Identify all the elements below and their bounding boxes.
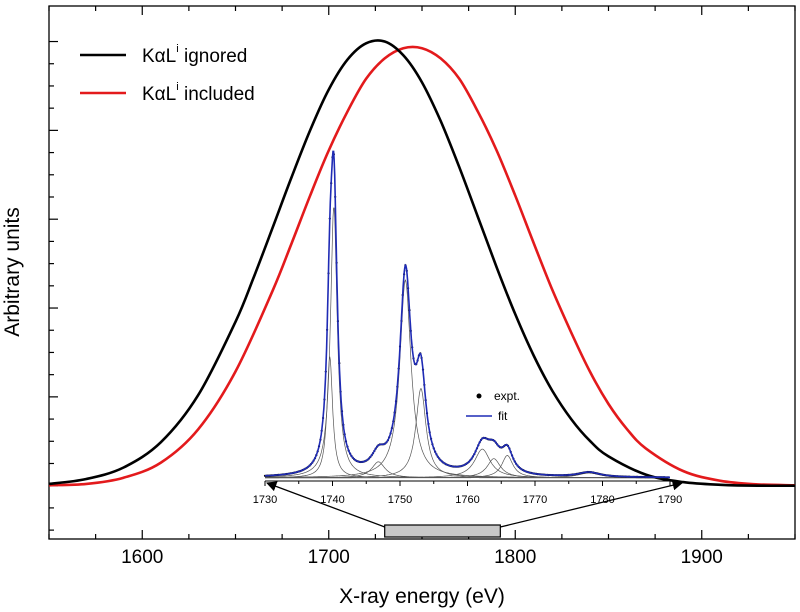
main-axes: 1600 1700 1800 1900 <box>48 6 796 568</box>
inset-x-tick-label: 1790 <box>658 494 682 506</box>
series-line-1 <box>48 45 796 487</box>
inset-legend: expt. fit <box>466 389 520 423</box>
inset-legend-label-fit: fit <box>498 409 508 423</box>
legend: KαLi ignored KαLi included <box>80 43 255 105</box>
legend-label-included: KαLi included <box>142 81 255 105</box>
x-tick-label: 1800 <box>494 547 536 568</box>
inset-legend-marker-expt <box>476 393 482 399</box>
zoom-range-box <box>384 524 501 538</box>
inset-fit-line <box>264 150 670 479</box>
x-tick-label: 1900 <box>681 547 723 568</box>
legend-label-ignored: KαLi ignored <box>142 43 247 67</box>
inset-x-tick-label: 1760 <box>455 494 479 506</box>
series-line-0 <box>48 39 796 488</box>
inset-x-tick-label: 1730 <box>253 494 277 506</box>
inset-plot: 1730 1740 1750 1760 1770 1780 1790 <box>253 150 682 506</box>
inset-x-tick-label: 1770 <box>523 494 547 506</box>
x-tick-label: 1700 <box>308 547 350 568</box>
inset-x-tick-label: 1740 <box>320 494 344 506</box>
main-series <box>48 39 796 488</box>
zoom-arrow-right <box>500 480 684 528</box>
y-axis-title: Arbitrary units <box>1 207 24 337</box>
zoom-indicator <box>266 480 684 538</box>
x-tick-label: 1600 <box>121 547 163 568</box>
inset-x-tick-label: 1780 <box>590 494 614 506</box>
zoom-arrow-left <box>266 481 385 528</box>
inset-x-tick-label: 1750 <box>388 494 412 506</box>
inset-component-1 <box>265 207 670 479</box>
x-axis-title: X-ray energy (eV) <box>339 585 505 608</box>
inset-component-4 <box>265 388 670 479</box>
inset-legend-label-expt: expt. <box>494 389 520 403</box>
inset-component-7 <box>265 455 670 479</box>
